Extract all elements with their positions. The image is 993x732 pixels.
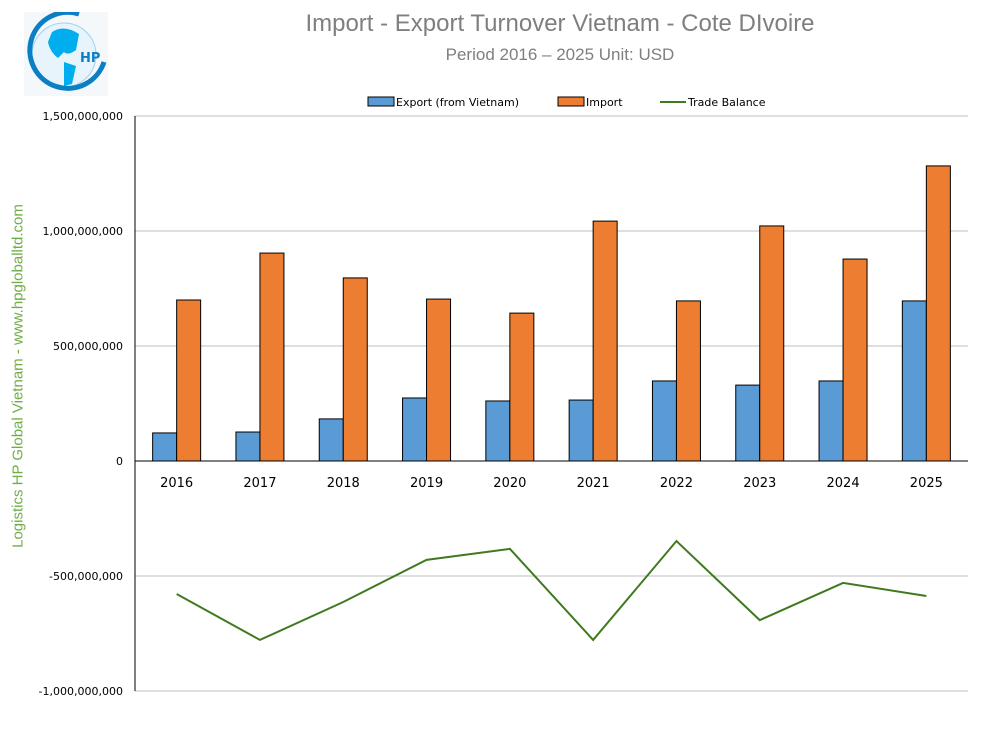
export-bar — [318, 418, 344, 462]
x-tick-label: 2025 — [910, 476, 943, 491]
x-tick-label: 2017 — [243, 476, 276, 491]
y-tick-label: 1,500,000,000 — [43, 110, 123, 123]
import-bar — [925, 165, 951, 462]
import-bar — [426, 298, 452, 462]
import-bar — [259, 252, 285, 462]
y-tick-label: -500,000,000 — [49, 570, 123, 583]
y-tick-label: 0 — [116, 455, 123, 468]
x-tick-label: 2019 — [410, 476, 443, 491]
x-tick-label: 2016 — [160, 476, 193, 491]
x-tick-label: 2024 — [827, 476, 860, 491]
chart-subtitle: Period 2016 – 2025 Unit: USD — [445, 45, 675, 64]
y-tick-label: 500,000,000 — [53, 340, 123, 353]
export-bar — [818, 380, 844, 462]
y-tick-label: -1,000,000,000 — [39, 685, 123, 698]
import-bar — [842, 258, 868, 462]
import-bar — [592, 220, 618, 462]
export-bar — [901, 300, 927, 462]
logo: HP — [24, 12, 108, 96]
legend-swatch — [557, 96, 585, 107]
export-bar — [152, 432, 178, 462]
x-tick-label: 2021 — [577, 476, 610, 491]
export-bar — [735, 384, 761, 462]
logo-text: HP — [80, 51, 100, 66]
export-bar — [568, 399, 594, 462]
export-bar — [485, 400, 511, 462]
legend-label: Trade Balance — [687, 96, 766, 109]
legend-swatch — [367, 96, 395, 107]
y-tick-label: 1,000,000,000 — [43, 225, 123, 238]
x-tick-label: 2020 — [493, 476, 526, 491]
chart-title: Import - Export Turnover Vietnam - Cote … — [305, 10, 815, 37]
import-bar — [675, 300, 701, 462]
export-bar — [651, 380, 677, 462]
export-bar — [235, 431, 261, 462]
trade-balance-line — [176, 539, 927, 642]
legend-label: Export (from Vietnam) — [396, 96, 519, 109]
export-bar — [402, 397, 428, 462]
import-bar — [509, 312, 535, 462]
import-bar — [759, 225, 785, 462]
import-bar — [342, 277, 368, 462]
legend-label: Import — [586, 96, 623, 109]
import-bar — [176, 299, 202, 462]
x-tick-label: 2018 — [327, 476, 360, 491]
x-tick-label: 2022 — [660, 476, 693, 491]
x-tick-label: 2023 — [743, 476, 776, 491]
